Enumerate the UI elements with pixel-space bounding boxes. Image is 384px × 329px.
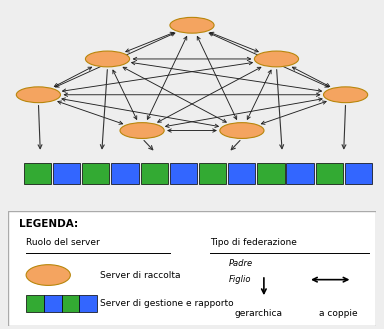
Bar [316,163,343,184]
Text: a coppie: a coppie [319,309,358,317]
Bar [79,295,97,313]
Ellipse shape [26,265,70,285]
Bar [82,163,109,184]
Text: Server di gestione e rapporto: Server di gestione e rapporto [100,299,233,308]
Text: Padre: Padre [229,259,253,268]
Text: Ruolo del server: Ruolo del server [26,238,100,247]
Bar [111,163,139,184]
Bar [345,163,372,184]
Ellipse shape [17,87,61,103]
Bar [170,163,197,184]
Bar [199,163,226,184]
Ellipse shape [220,123,264,139]
Text: Server di raccolta: Server di raccolta [100,270,180,280]
Bar [26,295,44,313]
Bar [286,163,314,184]
Text: Tipo di federazione: Tipo di federazione [210,238,297,247]
Bar [257,163,285,184]
Ellipse shape [254,51,299,67]
FancyBboxPatch shape [8,211,376,326]
Bar [44,295,61,313]
Text: gerarchica: gerarchica [234,309,282,317]
Bar [53,163,80,184]
Ellipse shape [323,87,368,103]
Ellipse shape [170,17,214,33]
Bar [141,163,168,184]
Bar [61,295,79,313]
Bar [228,163,255,184]
Bar [24,163,51,184]
Text: LEGENDA:: LEGENDA: [19,218,78,229]
Ellipse shape [86,51,130,67]
Ellipse shape [120,123,164,139]
Text: Figlio: Figlio [229,275,252,284]
